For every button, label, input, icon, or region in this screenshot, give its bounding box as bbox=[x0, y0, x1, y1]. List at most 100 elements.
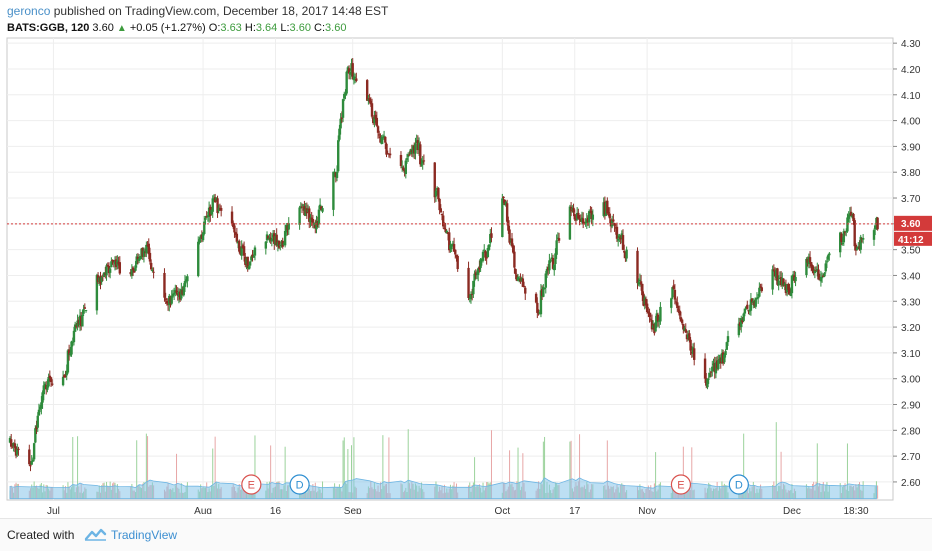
candle-down bbox=[112, 260, 115, 263]
symbol-label[interactable]: BATS:GGB bbox=[7, 22, 65, 34]
candle-up bbox=[720, 353, 724, 362]
candle-up bbox=[137, 258, 141, 261]
candle-down bbox=[165, 301, 169, 304]
candle-down bbox=[467, 267, 470, 299]
candle-down bbox=[715, 360, 719, 369]
tradingview-brand-link[interactable]: TradingView bbox=[111, 528, 178, 542]
candle-up bbox=[81, 315, 84, 327]
candle-up bbox=[848, 213, 852, 217]
candle-down bbox=[519, 278, 522, 282]
candle-up bbox=[686, 334, 690, 339]
candle-down bbox=[853, 220, 856, 247]
candle-down bbox=[639, 281, 643, 285]
candle-up bbox=[37, 409, 41, 416]
candle-up bbox=[813, 270, 817, 274]
close-label: C: bbox=[314, 22, 326, 34]
candle-down bbox=[589, 211, 592, 213]
candle-up bbox=[270, 238, 274, 242]
candle-down bbox=[703, 358, 707, 379]
event-marker-label: E bbox=[248, 480, 255, 492]
candle-down bbox=[17, 448, 20, 451]
candle-down bbox=[682, 323, 685, 330]
candle-up bbox=[518, 277, 521, 279]
candle-down bbox=[438, 198, 441, 211]
candle-up bbox=[134, 265, 137, 271]
candle-down bbox=[606, 200, 609, 214]
candle-down bbox=[676, 302, 679, 309]
candle-down bbox=[175, 290, 178, 293]
y-tick-label: 2.60 bbox=[901, 478, 921, 489]
candle-down bbox=[308, 208, 311, 222]
candle-down bbox=[413, 145, 416, 154]
candle-up bbox=[400, 166, 404, 168]
candle-down bbox=[787, 283, 790, 290]
candle-up bbox=[670, 298, 673, 308]
candle-up bbox=[487, 244, 491, 250]
candle-down bbox=[648, 312, 651, 317]
candle-down bbox=[136, 256, 140, 260]
candle-up bbox=[816, 268, 819, 273]
candle-up bbox=[655, 313, 658, 323]
candle-up bbox=[171, 293, 175, 297]
candle-up bbox=[480, 258, 484, 261]
candle-up bbox=[274, 236, 277, 246]
y-tick-label: 4.10 bbox=[901, 91, 921, 102]
candle-up bbox=[350, 63, 353, 71]
tradingview-cloud-icon[interactable] bbox=[83, 528, 107, 547]
y-tick-label: 3.10 bbox=[901, 349, 921, 360]
candle-up bbox=[279, 244, 282, 246]
candle-up bbox=[434, 190, 438, 197]
candle-up bbox=[857, 246, 860, 248]
candle-up bbox=[139, 256, 142, 260]
candle-down bbox=[29, 465, 32, 467]
candle-down bbox=[403, 169, 406, 173]
candle-up bbox=[805, 258, 808, 276]
candle-down bbox=[235, 233, 239, 242]
candle-up bbox=[343, 93, 346, 99]
candle-up bbox=[142, 250, 146, 257]
candle-down bbox=[251, 254, 254, 258]
candle-down bbox=[536, 302, 539, 313]
candle-down bbox=[433, 162, 436, 198]
candle-up bbox=[501, 198, 504, 238]
author-link[interactable]: geronco bbox=[7, 4, 51, 18]
candle-down bbox=[48, 375, 52, 379]
candle-up bbox=[469, 293, 473, 299]
candle-up bbox=[861, 237, 865, 240]
candle-up bbox=[851, 215, 854, 218]
candle-up bbox=[723, 354, 726, 363]
candle-up bbox=[790, 275, 794, 294]
candle-down bbox=[399, 154, 403, 166]
candle-down bbox=[814, 270, 818, 272]
candle-up bbox=[712, 363, 715, 365]
candle-down bbox=[104, 273, 107, 275]
candle-down bbox=[456, 255, 459, 270]
candle-up bbox=[61, 376, 65, 386]
candle-down bbox=[379, 136, 382, 143]
candle-up bbox=[344, 93, 347, 96]
candle-down bbox=[96, 275, 100, 283]
candle-down bbox=[99, 276, 102, 284]
candle-up bbox=[659, 306, 662, 322]
candle-down bbox=[784, 284, 788, 294]
candle-up bbox=[544, 273, 547, 288]
candle-up bbox=[828, 253, 831, 256]
candle-up bbox=[130, 269, 134, 276]
candle-up bbox=[110, 261, 113, 268]
candle-down bbox=[446, 232, 450, 235]
y-tick-label: 2.90 bbox=[901, 401, 921, 412]
candle-down bbox=[738, 322, 742, 326]
candle-up bbox=[538, 312, 541, 314]
candle-up bbox=[140, 248, 143, 257]
earnings-marker bbox=[670, 474, 692, 495]
candlestick-chart[interactable]: 2.60 2.70 2.80 2.90 3.00 3.10 3.20 3.30 3.40 3.50… bbox=[0, 36, 932, 514]
candle-up bbox=[84, 310, 88, 312]
candle-up bbox=[475, 273, 479, 275]
candle-up bbox=[740, 318, 743, 328]
candle-down bbox=[642, 293, 645, 306]
candle-up bbox=[846, 217, 849, 232]
candle-down bbox=[705, 377, 708, 386]
dividend-marker bbox=[289, 474, 310, 495]
candle-down bbox=[619, 237, 622, 240]
candle-down bbox=[218, 208, 222, 210]
